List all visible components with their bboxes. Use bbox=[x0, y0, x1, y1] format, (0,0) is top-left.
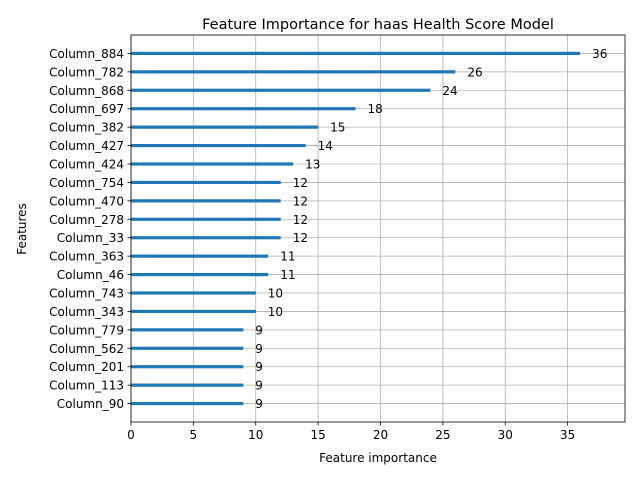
bar-column-424 bbox=[131, 162, 294, 166]
bar-column-782 bbox=[131, 70, 456, 74]
x-tick-label: 25 bbox=[435, 428, 450, 442]
bar-column-779 bbox=[131, 328, 244, 332]
value-label: 12 bbox=[293, 176, 308, 190]
x-tick-label: 10 bbox=[248, 428, 263, 442]
plot-frame bbox=[130, 34, 626, 423]
y-tick-label: Column_779 bbox=[49, 323, 124, 337]
y-axis-label: Features bbox=[15, 203, 29, 255]
y-tick-label: Column_562 bbox=[49, 342, 124, 356]
bar-column-562 bbox=[131, 346, 244, 350]
y-tick-label: Column_743 bbox=[49, 287, 124, 301]
bar-column-363 bbox=[131, 254, 269, 258]
bar-column-697 bbox=[131, 107, 356, 111]
chart-title: Feature Importance for haas Health Score… bbox=[202, 17, 554, 33]
bar-column-470 bbox=[131, 199, 281, 203]
value-label: 13 bbox=[305, 158, 320, 172]
value-label: 36 bbox=[592, 47, 607, 61]
value-label: 18 bbox=[368, 102, 383, 116]
y-tick-label: Column_33 bbox=[57, 231, 124, 245]
bar-column-201 bbox=[131, 365, 244, 369]
x-tick-label: 5 bbox=[190, 428, 198, 442]
y-tick-label: Column_278 bbox=[49, 213, 124, 227]
y-tick-label: Column_382 bbox=[49, 121, 124, 135]
x-tick-label: 15 bbox=[310, 428, 325, 442]
y-tick-label: Column_427 bbox=[49, 139, 124, 153]
value-labels: 36 26 24 18 15 14 13 12 12 12 12 11 11 10 10 9 9 9 9 9 bbox=[255, 47, 607, 411]
y-tick-label: Column_782 bbox=[49, 65, 124, 79]
y-tick-label: Column_868 bbox=[49, 84, 124, 98]
bar-column-33 bbox=[131, 236, 281, 240]
value-label: 12 bbox=[293, 213, 308, 227]
bar-column-113 bbox=[131, 383, 244, 387]
value-label: 11 bbox=[280, 250, 295, 264]
y-axis-ticks: Column_884 Column_782 Column_868 Column_697… bbox=[49, 47, 131, 411]
bar-column-46 bbox=[131, 272, 269, 277]
value-label: 15 bbox=[330, 121, 345, 135]
x-axis-ticks: 0 5 10 15 20 25 30 35 bbox=[127, 422, 575, 442]
x-tick-label: 30 bbox=[498, 428, 513, 442]
y-tick-label: Column_470 bbox=[49, 194, 124, 208]
value-label: 9 bbox=[255, 397, 263, 411]
y-tick-label: Column_343 bbox=[49, 305, 124, 319]
bars bbox=[131, 51, 581, 406]
bar-column-343 bbox=[131, 309, 256, 314]
value-label: 14 bbox=[318, 139, 333, 153]
y-tick-label: Column_424 bbox=[49, 158, 124, 172]
value-label: 9 bbox=[255, 323, 263, 337]
x-tick-label: 35 bbox=[560, 428, 575, 442]
x-tick-label: 0 bbox=[127, 428, 135, 442]
bar-column-884 bbox=[131, 51, 581, 56]
value-label: 26 bbox=[467, 65, 482, 79]
bar-column-427 bbox=[131, 143, 306, 148]
value-label: 9 bbox=[255, 360, 263, 374]
y-tick-label: Column_697 bbox=[49, 102, 124, 116]
y-tick-label: Column_201 bbox=[49, 360, 124, 374]
y-tick-label: Column_363 bbox=[49, 250, 124, 264]
bar-column-754 bbox=[131, 180, 281, 185]
x-tick-label: 20 bbox=[373, 428, 388, 442]
value-label: 12 bbox=[293, 194, 308, 208]
value-label: 11 bbox=[280, 268, 295, 282]
y-tick-label: Column_884 bbox=[49, 47, 124, 61]
value-label: 10 bbox=[268, 287, 283, 301]
bar-column-278 bbox=[131, 217, 281, 221]
value-label: 10 bbox=[268, 305, 283, 319]
bar-column-90 bbox=[131, 401, 244, 406]
y-tick-label: Column_46 bbox=[57, 268, 124, 282]
y-tick-label: Column_90 bbox=[57, 397, 124, 411]
value-label: 9 bbox=[255, 379, 263, 393]
y-tick-label: Column_754 bbox=[49, 176, 124, 190]
bar-column-868 bbox=[131, 88, 431, 92]
grid-lines bbox=[130, 35, 625, 422]
y-tick-label: Column_113 bbox=[49, 379, 124, 393]
value-label: 12 bbox=[293, 231, 308, 245]
x-axis-label: Feature importance bbox=[319, 451, 437, 465]
value-label: 9 bbox=[255, 342, 263, 356]
value-label: 24 bbox=[442, 84, 457, 98]
bar-column-743 bbox=[131, 291, 256, 295]
bar-column-382 bbox=[131, 125, 319, 129]
